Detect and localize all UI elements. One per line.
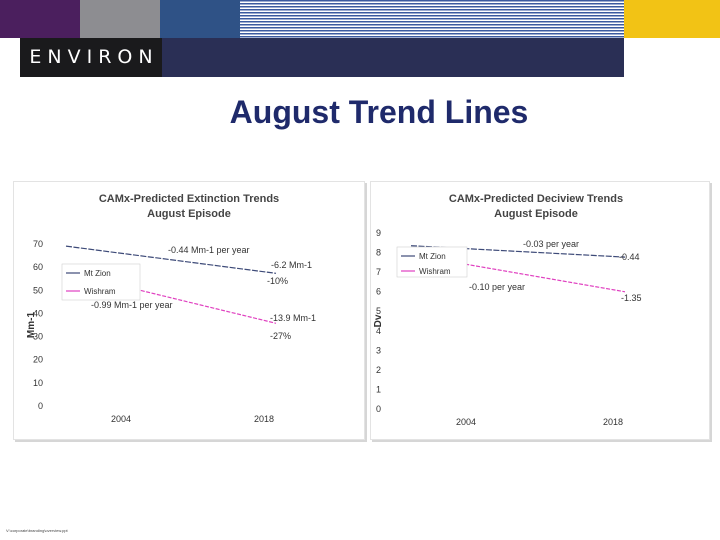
y-tick-label: 60 bbox=[33, 262, 43, 272]
chart-subtitle: August Episode bbox=[494, 208, 578, 220]
x-tick-label: 2004 bbox=[456, 417, 476, 427]
footer-path: V:\corporate\branding\overview.ppt bbox=[6, 528, 68, 533]
header-block-blue bbox=[160, 0, 240, 38]
y-axis-label: Dv bbox=[373, 314, 384, 327]
header-spacer bbox=[0, 38, 20, 77]
chart-annotation: -1.35 bbox=[621, 293, 642, 303]
y-tick-label: 5 bbox=[376, 306, 381, 316]
y-tick-label: 20 bbox=[33, 355, 43, 365]
header-navy-band bbox=[162, 38, 624, 77]
legend-label: Mt Zion bbox=[419, 252, 446, 261]
y-tick-label: 3 bbox=[376, 345, 381, 355]
x-tick-label: 2018 bbox=[254, 414, 274, 424]
chart-annotation: -10% bbox=[267, 276, 288, 286]
y-tick-label: 0 bbox=[38, 401, 43, 411]
chart-annotation: -6.2 Mm-1 bbox=[271, 260, 312, 270]
y-tick-label: 2 bbox=[376, 365, 381, 375]
y-tick-label: 10 bbox=[33, 378, 43, 388]
chart-annotation: -27% bbox=[270, 331, 291, 341]
chart-subtitle: August Episode bbox=[147, 208, 231, 220]
y-tick-label: 70 bbox=[33, 239, 43, 249]
slide-title: August Trend Lines bbox=[229, 94, 529, 130]
legend-label: Mt Zion bbox=[84, 269, 111, 278]
y-tick-label: 30 bbox=[33, 332, 43, 342]
y-tick-label: 50 bbox=[33, 285, 43, 295]
y-tick-label: 40 bbox=[33, 308, 43, 318]
header-band: ENVIRON bbox=[0, 0, 720, 77]
chart-annotation: -0.44 bbox=[619, 252, 640, 262]
chart-title: CAMx-Predicted Extinction Trends bbox=[99, 193, 279, 205]
header-block-gold bbox=[624, 0, 720, 38]
y-tick-label: 8 bbox=[376, 248, 381, 258]
extinction-chart: CAMx-Predicted Extinction Trends August E… bbox=[26, 193, 316, 424]
y-tick-label: 6 bbox=[376, 287, 381, 297]
y-tick-label: 0 bbox=[376, 404, 381, 414]
chart-annotation: -0.10 per year bbox=[469, 282, 525, 292]
environ-logo: ENVIRON bbox=[29, 46, 159, 68]
y-tick-label: 4 bbox=[376, 326, 381, 336]
chart-annotation: -13.9 Mm-1 bbox=[270, 313, 316, 323]
chart-annotation: -0.03 per year bbox=[523, 239, 579, 249]
header-block-gray bbox=[80, 0, 160, 38]
chart-annotation: -0.44 Mm-1 per year bbox=[168, 245, 250, 255]
chart-annotation: -0.99 Mm-1 per year bbox=[91, 300, 173, 310]
chart-title: CAMx-Predicted Deciview Trends bbox=[449, 193, 623, 205]
header-block-purple bbox=[0, 0, 80, 38]
legend-box bbox=[61, 263, 141, 301]
deciview-chart: CAMx-Predicted Deciview Trends August Epi… bbox=[373, 193, 642, 427]
header-striped-band bbox=[240, 0, 624, 38]
y-axis-label: Mm-1 bbox=[26, 312, 37, 339]
legend-label: Wishram bbox=[419, 267, 451, 276]
logo-background bbox=[20, 38, 162, 77]
series-line-mt-zion bbox=[65, 245, 277, 274]
x-tick-label: 2004 bbox=[111, 414, 131, 424]
deciview-chart-panel: CAMx-Predicted Deciview Trends August Epi… bbox=[370, 181, 710, 440]
y-tick-label: 7 bbox=[376, 267, 381, 277]
legend-box bbox=[396, 246, 468, 278]
y-tick-label: 1 bbox=[376, 384, 381, 394]
x-tick-label: 2018 bbox=[603, 417, 623, 427]
legend-label: Wishram bbox=[84, 287, 116, 296]
extinction-chart-panel: CAMx-Predicted Extinction Trends August E… bbox=[13, 181, 365, 440]
y-tick-label: 9 bbox=[376, 228, 381, 238]
